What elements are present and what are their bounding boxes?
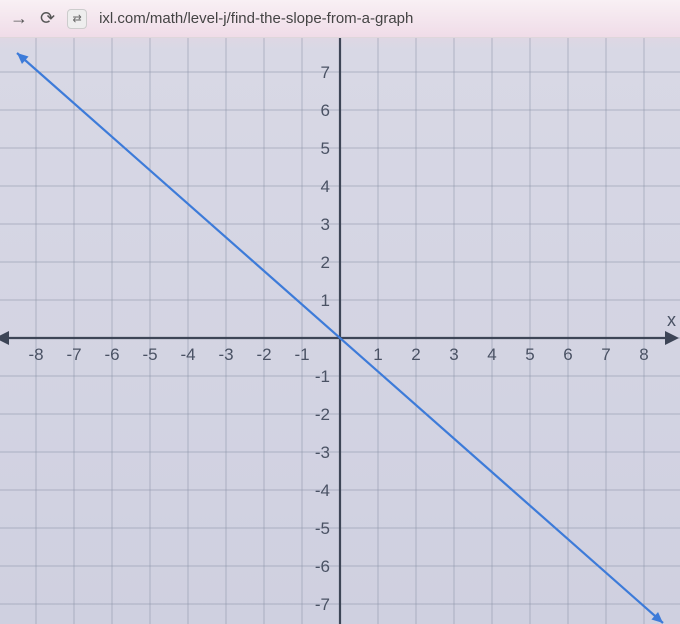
svg-text:-3: -3 xyxy=(315,443,330,462)
svg-text:-7: -7 xyxy=(315,595,330,614)
url-text: ixl.com/math/level-j/find-the-slope-from… xyxy=(99,10,413,27)
svg-text:-6: -6 xyxy=(315,557,330,576)
svg-text:-3: -3 xyxy=(218,345,233,364)
svg-text:3: 3 xyxy=(449,345,458,364)
svg-text:7: 7 xyxy=(321,63,330,82)
coordinate-graph: -8 -7 -6 -5 -4 -3 -2 -1 1 2 3 4 5 6 7 8 -7 -6 -5 -4 -3 -2 -1 1 2… xyxy=(0,38,680,624)
svg-text:8: 8 xyxy=(639,345,648,364)
svg-text:7: 7 xyxy=(601,345,610,364)
svg-text:5: 5 xyxy=(525,345,534,364)
browser-bar: → ⟳ ⇄ ixl.com/math/level-j/find-the-slop… xyxy=(0,0,680,38)
svg-text:-1: -1 xyxy=(294,345,309,364)
svg-text:5: 5 xyxy=(321,139,330,158)
svg-text:-6: -6 xyxy=(104,345,119,364)
svg-text:-8: -8 xyxy=(28,345,43,364)
svg-text:1: 1 xyxy=(373,345,382,364)
svg-text:4: 4 xyxy=(321,177,330,196)
svg-text:-1: -1 xyxy=(315,367,330,386)
svg-text:-7: -7 xyxy=(66,345,81,364)
svg-text:-4: -4 xyxy=(315,481,330,500)
svg-text:6: 6 xyxy=(563,345,572,364)
forward-icon[interactable]: → xyxy=(10,8,28,29)
site-settings-icon[interactable]: ⇄ xyxy=(67,9,87,29)
axes xyxy=(0,38,679,624)
svg-text:4: 4 xyxy=(487,345,496,364)
svg-text:3: 3 xyxy=(321,215,330,234)
svg-text:1: 1 xyxy=(321,291,330,310)
svg-text:-5: -5 xyxy=(142,345,157,364)
x-axis-label: x xyxy=(667,310,676,330)
svg-text:2: 2 xyxy=(411,345,420,364)
svg-text:-5: -5 xyxy=(315,519,330,538)
reload-icon[interactable]: ⟳ xyxy=(40,8,55,29)
svg-text:-4: -4 xyxy=(180,345,195,364)
svg-text:2: 2 xyxy=(321,253,330,272)
svg-text:-2: -2 xyxy=(256,345,271,364)
svg-text:-2: -2 xyxy=(315,405,330,424)
svg-text:6: 6 xyxy=(321,101,330,120)
